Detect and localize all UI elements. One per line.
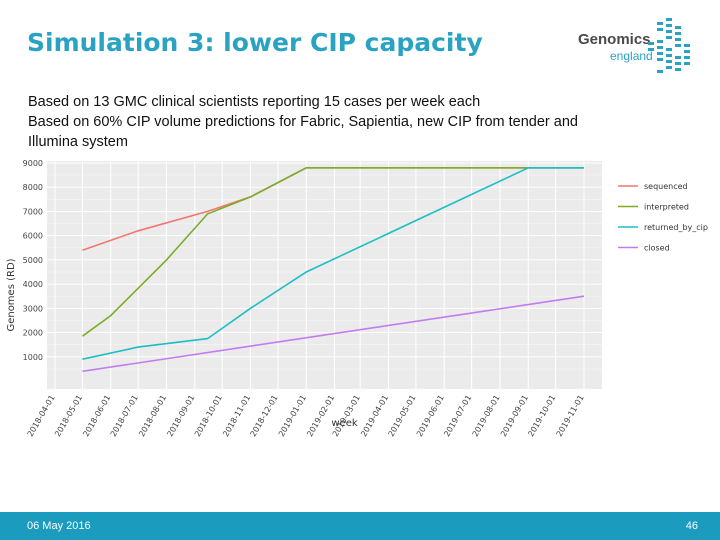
legend-label: closed [644,244,670,253]
x-tick-label: 2018-07-01 [109,394,140,439]
body-line: Based on 60% CIP volume predictions for … [28,114,578,130]
x-tick-label: 2019-01-01 [277,394,308,439]
plot-background [47,161,602,389]
body-line: Based on 13 GMC clinical scientists repo… [28,94,481,110]
x-tick-label: 2018-09-01 [165,394,196,439]
legend-label: interpreted [644,203,689,212]
legend-label: sequenced [644,182,688,191]
y-tick-label: 6000 [23,232,43,241]
x-tick-label: 2019-11-01 [555,394,586,439]
y-tick-label: 7000 [23,207,43,216]
x-tick-label: 2019-05-01 [387,394,418,439]
series-line-returned-by-cip [82,167,584,360]
logo-sub: england [610,49,653,63]
legend-label: returned_by_cip [644,223,708,232]
x-tick-label: 2019-08-01 [471,393,502,438]
x-tick-label: 2019-03-01 [331,394,362,439]
y-tick-label: 4000 [23,280,43,289]
x-tick-label: 2018-12-01 [249,394,280,439]
x-tick-label: 2018-10-01 [193,394,224,439]
x-tick-label: 2019-04-01 [359,394,390,439]
x-tick-label: 2018-08-01 [137,394,168,439]
genomics-england-logo: Genomics england [578,16,698,78]
x-tick-label: 2019-07-01 [442,394,473,439]
y-tick-label: 8000 [23,183,43,192]
slide-title: Simulation 3: lower CIP capacity [27,28,483,57]
footer-bar: 06 May 2016 46 [0,512,720,540]
y-tick-label: 3000 [23,304,43,313]
footer-date: 06 May 2016 [27,520,91,532]
page-number: 46 [685,520,698,532]
x-tick-label: 2018-04-01 [26,394,57,439]
y-axis-label: Genomes (RD) [6,258,17,331]
dna-dots-icon [648,18,690,73]
slide-body: Based on 13 GMC clinical scientists repo… [28,92,678,152]
x-tick-label: 2018-06-01 [81,394,112,439]
x-tick-label: 2019-06-01 [415,394,446,439]
y-tick-label: 5000 [23,256,43,265]
x-tick-label: 2018-11-01 [221,394,252,439]
series-line-closed [82,295,585,373]
x-axis-label: week [331,418,357,429]
x-tick-label: 2019-09-01 [499,394,530,439]
y-tick-label: 1000 [23,353,43,362]
y-tick-label: 9000 [23,159,43,168]
body-line: Illumina system [28,134,128,150]
line-chart: 1000 2000 3000 4000 5000 6000 7000 8000 9000 2018… [6,159,708,439]
y-tick-label: 2000 [23,329,43,338]
logo-word: Genomics [578,31,651,48]
series-line-interpreted [81,167,584,337]
x-tick-label: 2019-10-01 [526,394,557,439]
x-tick-label: 2018-05-01 [53,394,84,439]
